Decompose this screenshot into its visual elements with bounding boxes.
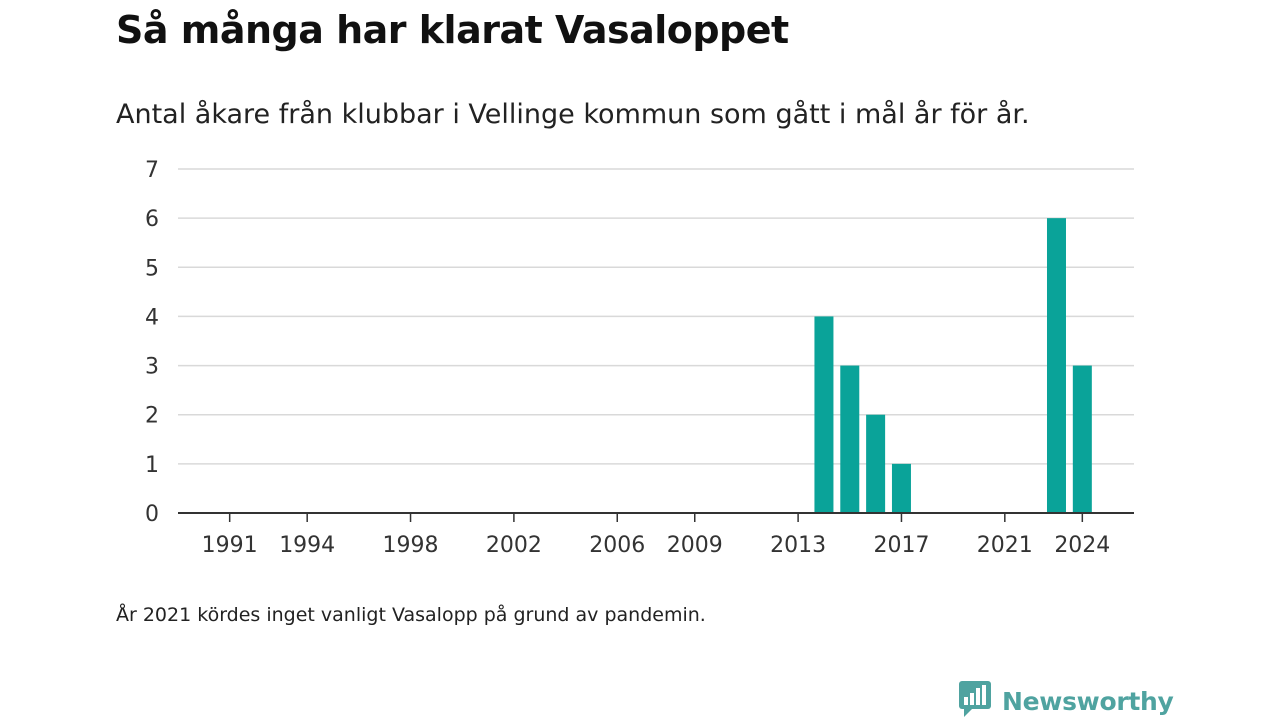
x-tick-label: 2002	[486, 533, 542, 558]
x-tick-label: 2021	[977, 533, 1033, 558]
newsworthy-logo-icon	[958, 680, 992, 722]
bar	[814, 316, 834, 513]
y-tick-label: 3	[145, 355, 159, 380]
bar	[866, 414, 886, 513]
bar	[840, 365, 860, 513]
bar	[1046, 218, 1066, 513]
bar	[1072, 365, 1092, 513]
y-tick-label: 1	[145, 453, 159, 478]
y-tick-label: 7	[145, 158, 159, 183]
x-tick-label: 1998	[383, 533, 439, 558]
bar	[891, 463, 911, 513]
x-tick-label: 2024	[1054, 533, 1110, 558]
chart-title: Så många har klarat Vasaloppet	[116, 8, 789, 52]
y-tick-label: 5	[145, 256, 159, 281]
x-tick-label: 2017	[873, 533, 929, 558]
bar-chart: 0 1 2 3 4 5 6 7 1991 1994 1998 2002 2006 2009 2013 2017…	[145, 158, 1134, 558]
chart-subtitle: Antal åkare från klubbar i Vellinge komm…	[116, 99, 1030, 130]
y-tick-label: 2	[145, 404, 159, 429]
footnote: År 2021 kördes inget vanligt Vasalopp på…	[116, 604, 706, 626]
x-tick-label: 2009	[667, 533, 723, 558]
x-tick-label: 1994	[279, 533, 335, 558]
x-tick-label: 2013	[770, 533, 826, 558]
y-tick-label: 4	[145, 305, 159, 330]
y-tick-label: 0	[145, 502, 159, 527]
x-tick-label: 2006	[589, 533, 645, 558]
x-tick-label: 1991	[202, 533, 258, 558]
brand-name: Newsworthy	[1002, 686, 1174, 716]
y-tick-label: 6	[145, 207, 159, 232]
brand-logo[interactable]: Newsworthy	[958, 680, 1174, 722]
